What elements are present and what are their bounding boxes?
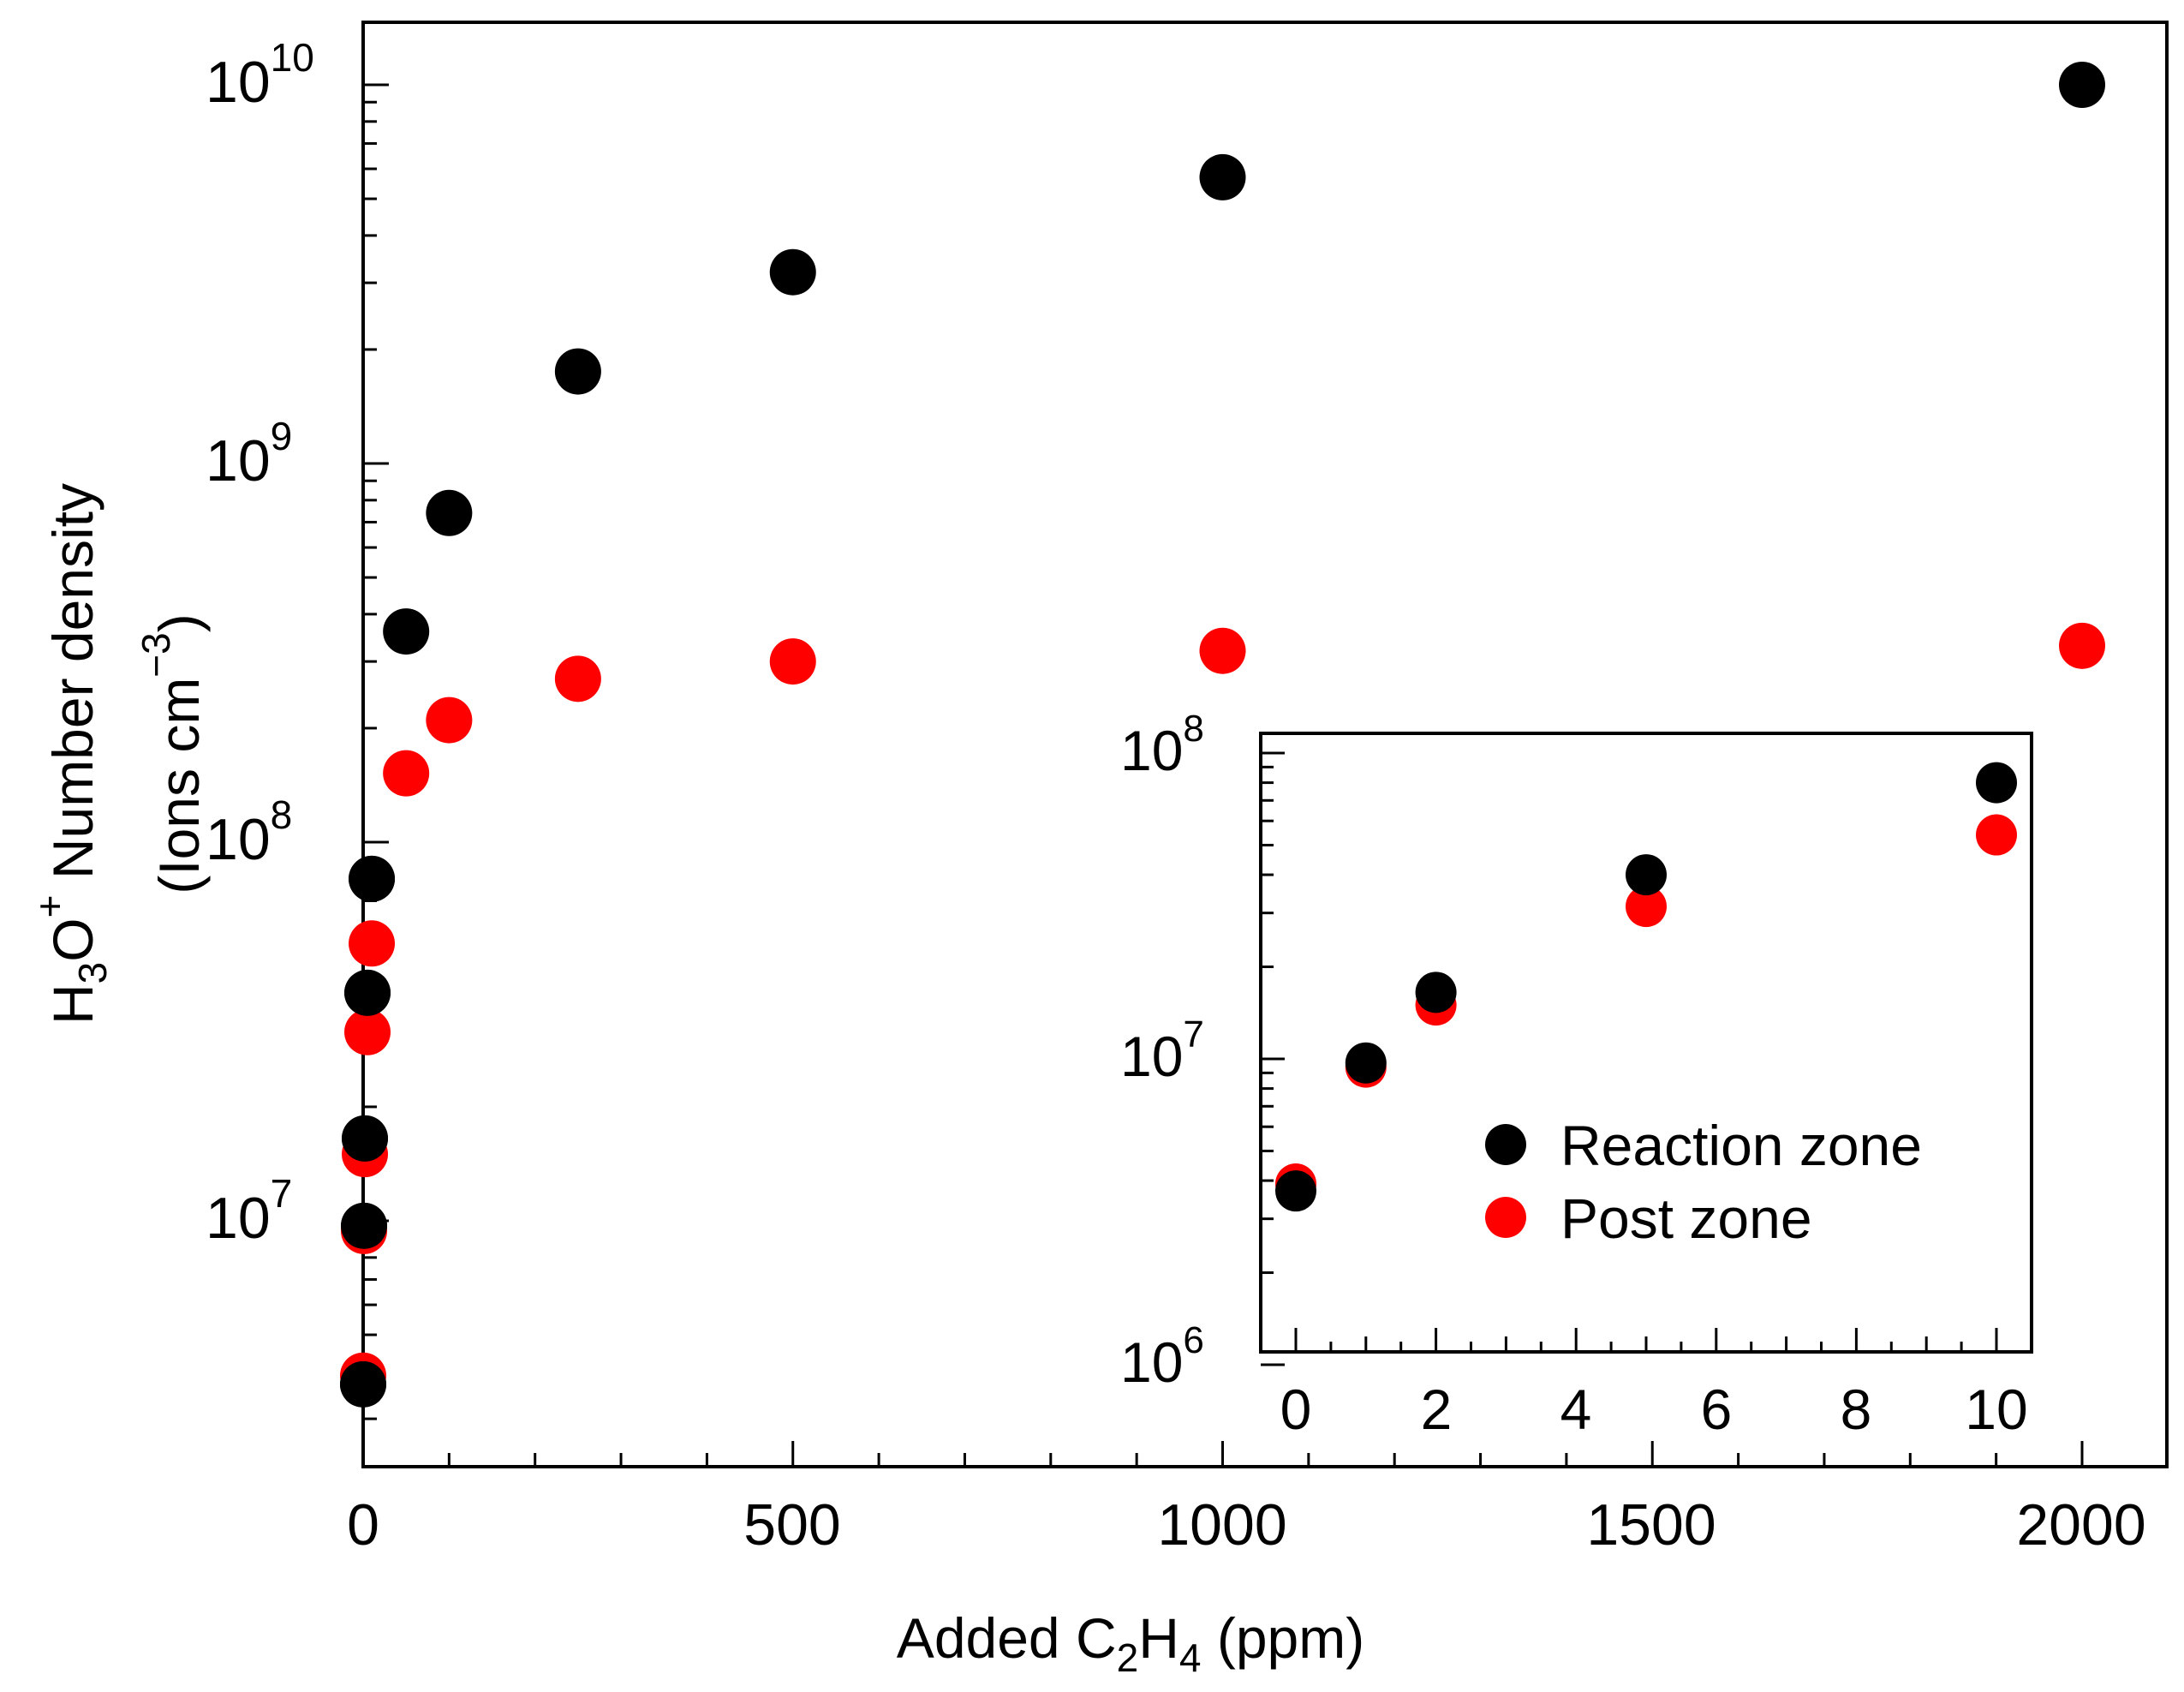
inset-y-tick-label: 108 [1120,708,1204,782]
point-post-zone [554,655,601,703]
main-y-tick-label: 1010 [206,35,314,115]
point-post-zone [1199,627,1246,674]
main-y-tick-label: 108 [206,792,292,872]
inset-point-post-zone [1626,886,1667,928]
main-plot-frame [361,21,2169,1468]
point-reaction-zone [426,489,473,536]
point-reaction-zone [349,855,396,902]
point-post-zone [426,697,473,744]
main-x-axis-ticks [361,1441,2084,1467]
point-reaction-zone [341,1202,388,1249]
inset-data-points [1275,762,2017,1212]
main-x-tick-labels: 0 500 1000 1500 2000 [347,1492,2146,1557]
inset-point-reaction-zone [1415,972,1457,1013]
point-reaction-zone [344,969,391,1016]
inset-y-axis-ticks [1261,751,1285,1366]
main-y-tick-labels: 107 108 109 1010 [206,35,314,1251]
main-y-tick-label: 107 [206,1171,292,1251]
legend-marker-reaction-zone [1485,1124,1526,1165]
point-post-zone [383,750,430,797]
inset-x-tick-labels: 0 2 4 6 8 10 [1280,1378,2028,1441]
y-axis-title: H3O+ Number density (Ions cm−3) [27,483,211,1025]
inset-y-tick-label: 107 [1120,1013,1204,1088]
point-reaction-zone [769,248,816,296]
main-data-points [340,62,2105,1408]
inset-x-tick-label: 4 [1560,1378,1592,1441]
inset-point-reaction-zone [1275,1170,1316,1212]
inset-x-tick-label: 6 [1701,1378,1733,1441]
point-reaction-zone [1199,153,1246,200]
inset-point-reaction-zone [1345,1042,1387,1084]
inset-x-tick-label: 8 [1841,1378,1872,1441]
inset-point-post-zone [1976,814,2017,856]
point-post-zone [769,638,816,685]
main-x-tick-label: 2000 [2016,1492,2145,1557]
inset-legend: Reaction zone Post zone [1485,1114,1922,1250]
point-reaction-zone [2059,62,2105,108]
inset-x-tick-label: 0 [1280,1378,1312,1441]
point-post-zone [344,1008,391,1055]
point-post-zone [349,920,396,967]
legend-label-reaction-zone: Reaction zone [1560,1114,1922,1177]
point-reaction-zone [383,608,430,655]
x-axis-title: Added C2H4 (ppm) [897,1606,1364,1680]
inset-x-tick-label: 10 [1965,1378,2027,1441]
inset-y-tick-labels: 106 107 108 [1120,708,1204,1394]
inset-point-reaction-zone [1976,762,2017,804]
point-reaction-zone [554,348,601,395]
inset-y-tick-label: 106 [1120,1319,1204,1394]
main-x-tick-label: 500 [743,1492,840,1557]
point-reaction-zone [340,1360,386,1408]
inset-x-tick-label: 2 [1421,1378,1453,1441]
main-x-tick-label: 1500 [1586,1492,1716,1557]
main-x-tick-label: 1000 [1157,1492,1286,1557]
point-post-zone [2059,622,2105,669]
legend-label-post-zone: Post zone [1560,1187,1812,1250]
y-axis-title-line2: (Ions cm−3) [134,613,211,894]
main-y-tick-label: 109 [206,414,292,493]
legend-marker-post-zone [1485,1197,1526,1238]
inset-x-axis-ticks [1294,1328,2033,1352]
point-reaction-zone [342,1115,389,1162]
inset-plot-frame [1259,732,2033,1354]
inset-point-reaction-zone [1626,854,1667,896]
y-axis-title-line1: H3O+ Number density [27,483,115,1025]
main-x-tick-label: 0 [347,1492,379,1557]
